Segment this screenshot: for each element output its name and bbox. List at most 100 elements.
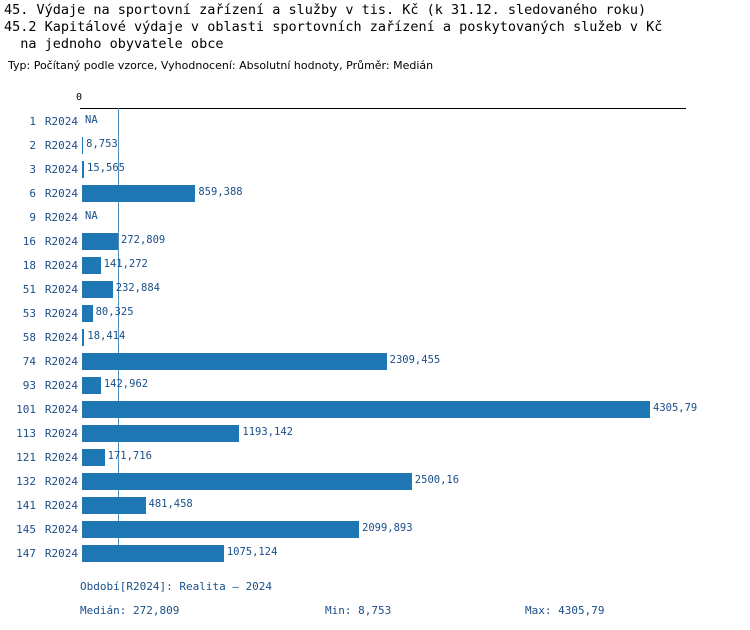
row-period-label: R2024 — [44, 210, 78, 224]
row-period-label: R2024 — [44, 402, 78, 416]
stat-median: Medián: 272,809 — [80, 604, 180, 617]
stat-min: Min: 8,753 — [325, 604, 392, 617]
row-category-label: 6 — [29, 186, 36, 200]
bar-zone: 2309,455 — [82, 349, 750, 373]
bar-zone: 1075,124 — [82, 541, 750, 565]
table-row: 132 R2024 2500,16 — [0, 469, 750, 493]
header: 45. Výdaje na sportovní zařízení a služb… — [0, 0, 750, 72]
table-row: 16 R2024 272,809 — [0, 229, 750, 253]
bar[interactable] — [82, 329, 85, 346]
bar-value-label: 2309,455 — [389, 354, 441, 366]
table-row: 9 R2024 NA — [0, 205, 750, 229]
bar[interactable] — [82, 161, 85, 178]
row-category-label: 9 — [29, 210, 36, 224]
row-category-label: 3 — [29, 162, 36, 176]
row-category-label: 132 — [16, 474, 36, 488]
bar-value-label: 859,388 — [198, 186, 243, 198]
row-period-label: R2024 — [44, 426, 78, 440]
table-row: 121 R2024 171,716 — [0, 445, 750, 469]
bar-zone: 15,565 — [82, 157, 750, 181]
row-period-label: R2024 — [44, 330, 78, 344]
row-period-label: R2024 — [44, 450, 78, 464]
row-period-label: R2024 — [44, 498, 78, 512]
bar-value-label: 8,753 — [86, 138, 118, 150]
chart-subtitle: Typ: Počítaný podle vzorce, Vyhodnocení:… — [8, 59, 434, 72]
stat-max: Max: 4305,79 — [525, 604, 605, 617]
bar[interactable] — [82, 353, 387, 370]
row-period-label: R2024 — [44, 282, 78, 296]
bar[interactable] — [82, 401, 650, 418]
row-category-label: 145 — [16, 522, 36, 536]
bar[interactable] — [82, 449, 105, 466]
row-period-label: R2024 — [44, 186, 78, 200]
bar[interactable] — [82, 233, 118, 250]
bar-zone: 171,716 — [82, 445, 750, 469]
row-category-label: 58 — [22, 330, 36, 344]
bar-value-label: NA — [85, 210, 98, 222]
bar-value-label: 142,962 — [103, 378, 149, 390]
bar-value-label: 80,325 — [95, 306, 134, 318]
bar-value-label: 141,272 — [103, 258, 148, 270]
page-title-line-1: 45. Výdaje na sportovní zařízení a služb… — [4, 2, 647, 18]
table-row: 18 R2024 141,272 — [0, 253, 750, 277]
row-category-label: 16 — [22, 234, 36, 248]
table-row: 1 R2024 NA — [0, 109, 750, 133]
bar-value-label: 2099,893 — [362, 522, 413, 534]
bar-zone: NA — [82, 205, 750, 229]
bar[interactable] — [82, 473, 412, 490]
bar-zone: 859,388 — [82, 181, 750, 205]
table-row: 74 R2024 2309,455 — [0, 349, 750, 373]
table-row: 6 R2024 859,388 — [0, 181, 750, 205]
bar-zone: 232,884 — [82, 277, 750, 301]
bar-value-label: 15,565 — [87, 162, 125, 174]
bar[interactable] — [82, 305, 93, 322]
bar-value-label: NA — [85, 114, 98, 126]
page-title-line-2: 45.2 Kapitálové výdaje v oblasti sportov… — [4, 19, 663, 35]
bar[interactable] — [82, 137, 84, 154]
footer-stats: Medián: 272,809 Min: 8,753 Max: 4305,79 — [0, 604, 750, 620]
row-category-label: 53 — [22, 306, 36, 320]
x-axis-line — [80, 108, 686, 109]
bar[interactable] — [82, 425, 240, 442]
bar-value-label: 18,414 — [87, 330, 126, 342]
bar[interactable] — [82, 377, 101, 394]
bar-value-label: 1193,142 — [242, 426, 293, 438]
row-category-label: 51 — [22, 282, 36, 296]
row-period-label: R2024 — [44, 354, 78, 368]
bar-zone: 80,325 — [82, 301, 750, 325]
bar[interactable] — [82, 545, 224, 562]
bar[interactable] — [82, 185, 196, 202]
table-row: 113 R2024 1193,142 — [0, 421, 750, 445]
page-title-line-3: na jednoho obyvatele obce — [4, 36, 224, 52]
bar-value-label: 171,716 — [107, 450, 152, 462]
bar-rows: 1 R2024 NA 2 R2024 8,753 3 R2024 15,565 6 R2024 859… — [0, 109, 750, 565]
row-period-label: R2024 — [44, 138, 78, 152]
bar-zone: 8,753 — [82, 133, 750, 157]
row-period-label: R2024 — [44, 162, 78, 176]
bar[interactable] — [82, 257, 101, 274]
bar-zone: 272,809 — [82, 229, 750, 253]
bar-value-label: 481,458 — [148, 498, 193, 510]
row-category-label: 121 — [16, 450, 36, 464]
bar-zone: 4305,79 — [82, 397, 750, 421]
row-category-label: 18 — [22, 258, 36, 272]
row-period-label: R2024 — [44, 378, 78, 392]
row-category-label: 113 — [16, 426, 36, 440]
zero-gridline — [118, 108, 119, 562]
legend-label: Období[R2024]: Realita – 2024 — [80, 580, 273, 593]
row-period-label: R2024 — [44, 546, 78, 560]
row-period-label: R2024 — [44, 474, 78, 488]
bar[interactable] — [82, 497, 146, 514]
row-category-label: 1 — [29, 114, 36, 128]
row-period-label: R2024 — [44, 114, 78, 128]
table-row: 3 R2024 15,565 — [0, 157, 750, 181]
bar[interactable] — [82, 281, 113, 298]
row-period-label: R2024 — [44, 522, 78, 536]
row-category-label: 147 — [16, 546, 36, 560]
table-row: 145 R2024 2099,893 — [0, 517, 750, 541]
bar-value-label: 2500,16 — [414, 474, 460, 486]
table-row: 101 R2024 4305,79 — [0, 397, 750, 421]
bar[interactable] — [82, 521, 359, 538]
row-category-label: 2 — [29, 138, 36, 152]
table-row: 53 R2024 80,325 — [0, 301, 750, 325]
